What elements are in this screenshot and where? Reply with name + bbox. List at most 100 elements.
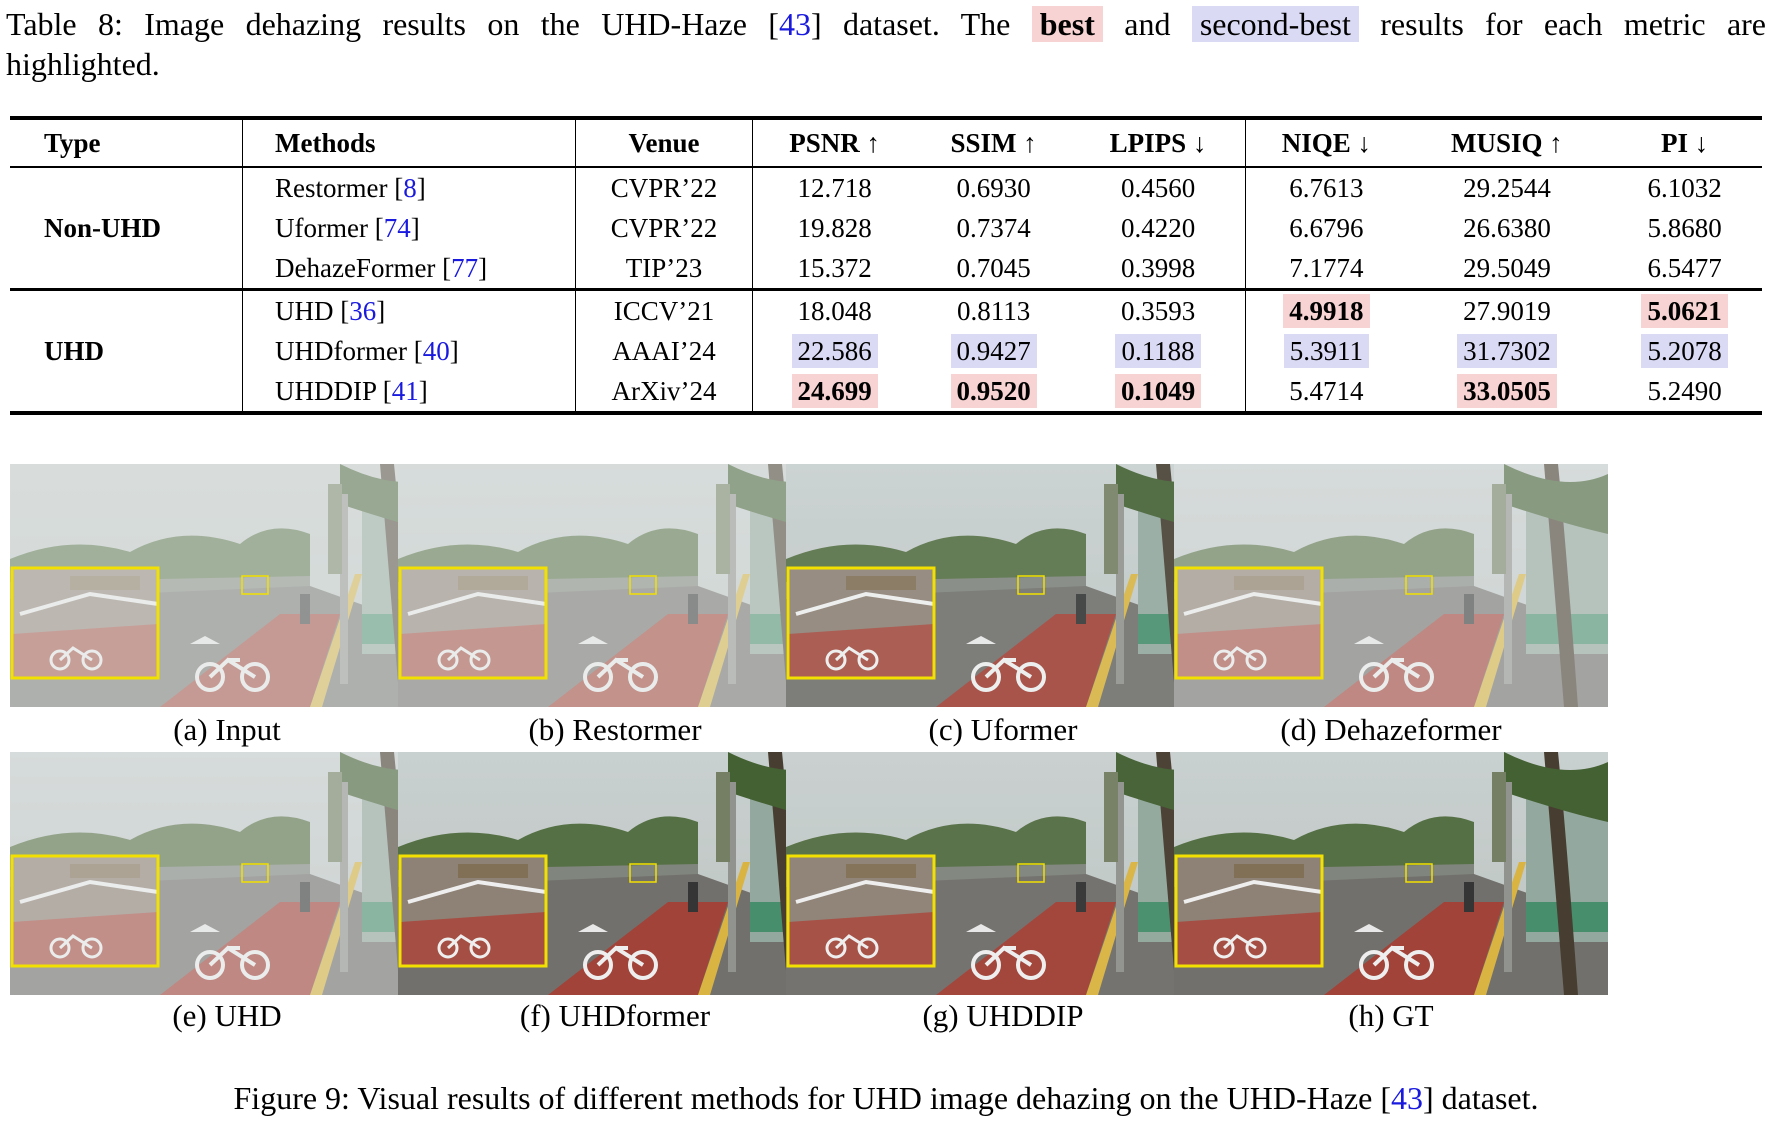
table-header-row: Type Methods Venue PSNR ↑ SSIM ↑ LPIPS ↓…: [10, 118, 1762, 167]
lpips-value: 0.4560: [1120, 172, 1196, 203]
header-ssim: SSIM ↑: [950, 127, 1037, 158]
pi-value: 5.2490: [1647, 375, 1722, 406]
lpips-cell: 0.4560: [1071, 167, 1247, 208]
table-caption-prefix: Table 8: Image dehazing results on the U…: [6, 6, 779, 42]
method-citation-link[interactable]: 8: [403, 172, 417, 203]
niqe-value: 4.9918: [1283, 293, 1370, 328]
pi-value: 5.2078: [1641, 333, 1728, 368]
bracket: ]: [376, 295, 386, 326]
lpips-value: 0.4220: [1120, 212, 1196, 243]
dehazed-street-scene: [10, 752, 444, 995]
table-row: DehazeFormer [77] TIP’23 15.372 0.7045 0.399…: [10, 248, 1762, 290]
niqe-cell: 5.4714: [1246, 371, 1407, 413]
dehazed-street-scene: [1174, 464, 1608, 707]
dehazed-street-scene: [398, 752, 832, 995]
dehazed-street-scene: [10, 464, 444, 707]
musiq-value: 31.7302: [1457, 333, 1557, 368]
figure-panel-image: [786, 464, 1220, 707]
figure-panel-image: [786, 752, 1220, 995]
venue-cell: TIP’23: [575, 248, 753, 290]
venue-cell: ArXiv’24: [575, 371, 753, 413]
pi-cell: 6.1032: [1607, 167, 1762, 208]
psnr-cell: 19.828: [753, 208, 917, 248]
pi-cell: 5.8680: [1607, 208, 1762, 248]
type-cell: Non-UHD: [10, 167, 243, 290]
ssim-cell: 0.7374: [916, 208, 1071, 248]
method-name: UHDformer [: [275, 335, 423, 366]
table-row: Uformer [74] CVPR’22 19.828 0.7374 0.4220 6.6…: [10, 208, 1762, 248]
type-cell: UHD: [10, 289, 243, 413]
niqe-value: 6.7613: [1289, 172, 1364, 203]
figure-panel-image: [398, 752, 832, 995]
psnr-cell: 24.699: [753, 371, 917, 413]
figure-caption-prefix: Figure 9: Visual results of different me…: [233, 1080, 1391, 1116]
ssim-value: 0.6930: [956, 172, 1031, 203]
pi-cell: 6.5477: [1607, 248, 1762, 290]
table-caption-and: and: [1124, 6, 1171, 42]
header-methods: Methods: [242, 118, 576, 167]
table-row: UHDDIP [41] ArXiv’24 24.699 0.9520 0.1049 5.4…: [10, 371, 1762, 413]
ssim-cell: 0.7045: [916, 248, 1071, 290]
lpips-value: 0.3998: [1120, 252, 1196, 283]
ssim-value: 0.9427: [950, 333, 1037, 368]
header-type: Type: [10, 118, 243, 167]
lpips-cell: 0.4220: [1071, 208, 1247, 248]
dehazed-street-scene: [1174, 752, 1608, 995]
dehazed-street-scene: [786, 464, 1220, 707]
ssim-value: 0.9520: [950, 373, 1037, 408]
bracket: ]: [449, 335, 459, 366]
psnr-value: 18.048: [797, 295, 872, 326]
bracket: ]: [418, 375, 428, 406]
musiq-value: 29.5049: [1463, 252, 1551, 283]
niqe-cell: 5.3911: [1246, 331, 1407, 371]
method-name: UHDDIP [: [275, 375, 392, 406]
results-table: Type Methods Venue PSNR ↑ SSIM ↑ LPIPS ↓…: [10, 116, 1762, 415]
figure-caption-cite[interactable]: 43: [1390, 1080, 1423, 1116]
figure-panel-image: [10, 752, 444, 995]
figure-panel-label: (d) Dehazeformer: [1280, 712, 1502, 747]
psnr-cell: 12.718: [753, 167, 917, 208]
figure-panel-image: [398, 464, 832, 707]
table-caption: Table 8: Image dehazing results on the U…: [6, 4, 1766, 44]
method-citation-link[interactable]: 40: [422, 335, 450, 366]
method-cell: Restormer [8]: [242, 167, 576, 208]
method-citation-link[interactable]: 77: [451, 252, 479, 283]
method-name: Restormer [: [275, 172, 404, 203]
method-citation-link[interactable]: 36: [349, 295, 377, 326]
figure-caption-suffix: ] dataset.: [1422, 1080, 1539, 1116]
header-venue: Venue: [575, 118, 753, 167]
niqe-cell: 6.6796: [1246, 208, 1407, 248]
venue-cell: ICCV’21: [575, 289, 753, 331]
figure-panel-image: [10, 464, 444, 707]
header-psnr: PSNR ↑: [789, 127, 880, 158]
table-caption-line2: highlighted.: [6, 46, 160, 82]
dehazed-street-scene: [786, 752, 1220, 995]
second-best-legend-swatch: second-best: [1191, 6, 1359, 42]
musiq-value: 26.6380: [1463, 212, 1551, 243]
figure-panel-label: (h) GT: [1348, 998, 1434, 1033]
method-cell: DehazeFormer [77]: [242, 248, 576, 290]
niqe-cell: 7.1774: [1246, 248, 1407, 290]
ssim-value: 0.8113: [957, 295, 1031, 326]
method-cell: UHD [36]: [242, 289, 576, 331]
lpips-cell: 0.1188: [1071, 331, 1247, 371]
pi-value: 5.8680: [1647, 212, 1722, 243]
method-name: UHD [: [275, 295, 350, 326]
dehazed-street-scene: [398, 464, 832, 707]
venue-cell: AAAI’24: [575, 331, 753, 371]
table-caption-cite[interactable]: 43: [778, 6, 811, 42]
figure-panel-label: (c) Uformer: [928, 712, 1078, 747]
niqe-cell: 4.9918: [1246, 290, 1407, 332]
psnr-value: 15.372: [797, 252, 872, 283]
table-row: UHD UHD [36] ICCV’21 18.048 0.8113 0.3593 4.99…: [10, 289, 1762, 413]
method-citation-link[interactable]: 41: [391, 375, 419, 406]
musiq-value: 27.9019: [1463, 295, 1551, 326]
figure-panel-label: (e) UHD: [172, 998, 282, 1033]
method-cell: Uformer [74]: [242, 208, 576, 248]
niqe-value: 5.4714: [1289, 375, 1364, 406]
table-caption-mid: ] dataset. The: [810, 6, 1011, 42]
figure-caption: Figure 9: Visual results of different me…: [0, 1078, 1772, 1118]
method-citation-link[interactable]: 74: [383, 212, 411, 243]
ssim-cell: 0.9427: [916, 331, 1071, 371]
pi-cell: 5.2490: [1607, 371, 1762, 413]
